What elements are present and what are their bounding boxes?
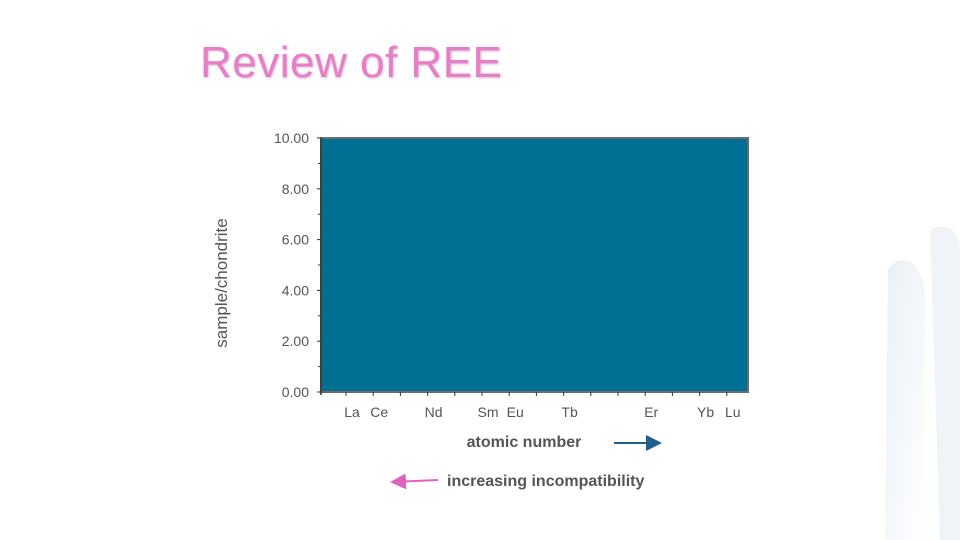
x-category-labels: La Ce Nd Sm Eu Tb Er Yb Lu xyxy=(344,404,740,420)
y-axis-label: sample/chondrite xyxy=(212,218,231,347)
decorative-swoosh-2 xyxy=(930,226,960,540)
x-axis-label: atomic number xyxy=(467,434,582,451)
y-tick-label: 0.00 xyxy=(282,384,309,400)
decorative-swoosh xyxy=(885,260,925,540)
x-category-label: Tb xyxy=(561,404,578,420)
x-category-label: Lu xyxy=(725,404,741,420)
x-category-label: Nd xyxy=(425,404,443,420)
x-category-label: La xyxy=(344,404,360,420)
incompatibility-label: increasing incompatibility xyxy=(447,473,644,490)
incompatibility-arrow xyxy=(390,473,439,490)
y-ticks: 10.00 8.00 6.00 4.00 2.00 0.00 xyxy=(274,130,321,400)
plot-area xyxy=(320,137,749,393)
y-tick-label: 10.00 xyxy=(274,130,309,146)
x-category-label: Eu xyxy=(507,404,524,420)
x-category-label: Er xyxy=(644,404,658,420)
y-tick-label: 4.00 xyxy=(282,282,309,298)
y-tick-label: 8.00 xyxy=(282,181,309,197)
x-category-label: Sm xyxy=(478,404,499,420)
y-tick-label: 6.00 xyxy=(282,232,309,248)
x-ticks xyxy=(345,392,728,396)
y-tick-label: 2.00 xyxy=(282,333,309,349)
x-category-label: Yb xyxy=(697,404,714,420)
slide-title: Review of REE xyxy=(200,38,503,87)
x-category-label: Ce xyxy=(370,404,388,420)
